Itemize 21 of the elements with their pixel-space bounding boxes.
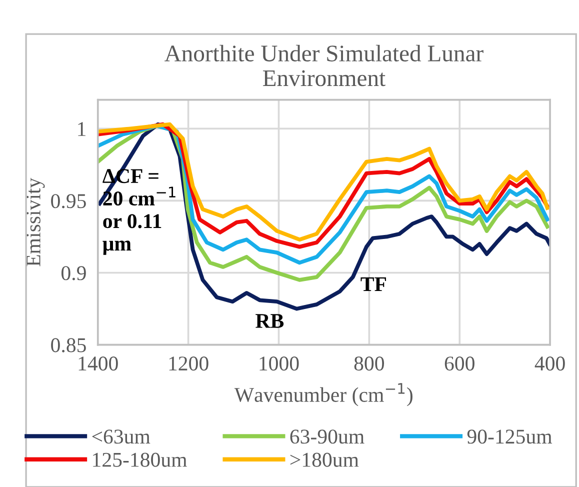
legend-label: 125-180um (93, 452, 187, 467)
x-tick-label: 600 (444, 356, 474, 371)
legend-label: <63um (92, 430, 150, 444)
y-axis-title: Emissivity (26, 178, 45, 266)
x-tick-label: 800 (354, 356, 384, 371)
legend-label: >180um (290, 452, 359, 467)
x-tick-label: 1200 (169, 356, 208, 371)
x-tick-label: 1400 (78, 356, 118, 371)
annotation: TF (360, 277, 386, 292)
x-tick-label: 400 (534, 356, 565, 371)
chart-title: Anorthite Under Simulated Lunar Environment (164, 44, 484, 86)
y-tick-label: 0.95 (51, 194, 86, 208)
x-tick-label: 1000 (260, 356, 299, 371)
annotation: RB (256, 314, 284, 328)
y-tick-label: 0.9 (61, 266, 86, 280)
legend-label: 63-90um (290, 430, 364, 444)
y-tick-label: 1 (78, 122, 86, 136)
legend-label: 90-125um (467, 430, 552, 444)
y-tick-label: 0.85 (51, 338, 86, 352)
x-axis-title: Wavenumber (cm$^{−1}$) (234, 383, 412, 406)
line-series (98, 122, 550, 311)
